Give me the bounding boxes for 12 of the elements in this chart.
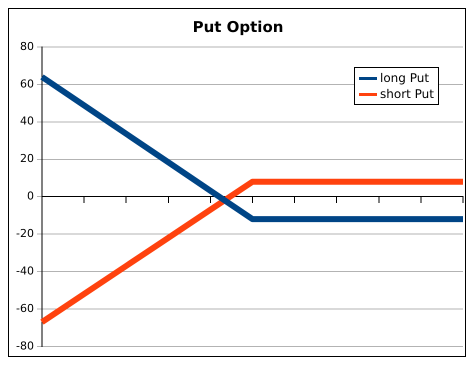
y-tick-label: 20 <box>20 152 34 166</box>
y-tick-label: -60 <box>16 302 34 315</box>
y-tick-label: 40 <box>20 114 34 128</box>
legend-label: long Put <box>380 70 430 86</box>
legend-label: short Put <box>380 86 434 102</box>
y-tick-label: -20 <box>16 226 34 240</box>
y-tick-label: 60 <box>20 77 34 90</box>
chart-title: Put Option <box>192 18 284 36</box>
y-tick-label: 0 <box>26 190 34 203</box>
y-tick-label: -80 <box>16 339 34 352</box>
y-tick-label: 80 <box>20 40 34 53</box>
y-tick-label: -40 <box>16 264 34 278</box>
